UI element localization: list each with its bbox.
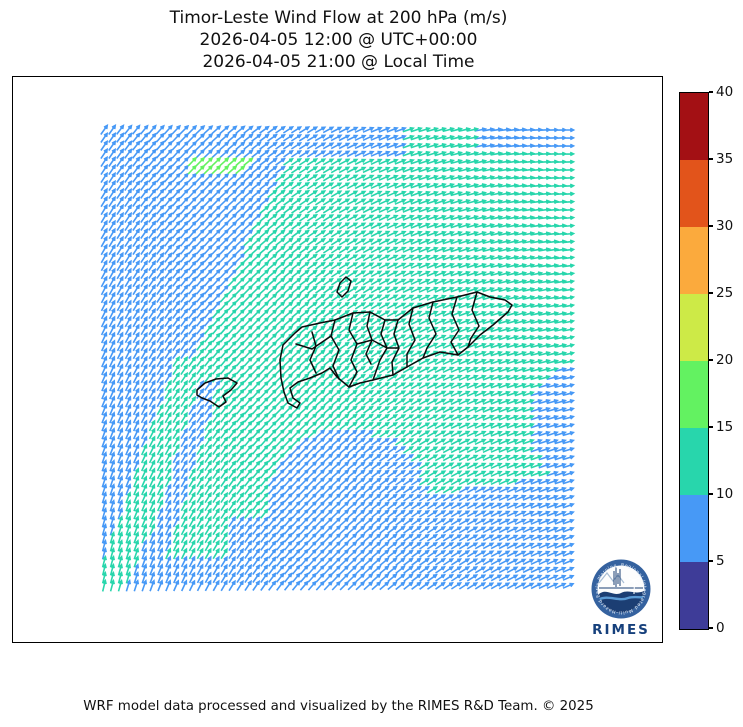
colorbar-tick [709,225,713,227]
colorbar-band [680,160,708,227]
title-line-1: Timor-Leste Wind Flow at 200 hPa (m/s) [169,8,508,28]
colorbar-tick-label: 0 [716,620,725,636]
colorbar [679,92,709,630]
colorbar-tick [709,91,713,93]
colorbar-tick [709,292,713,294]
colorbar-tick-label: 15 [716,419,734,435]
colorbar-tick [709,426,713,428]
colorbar-tick-label: 30 [716,218,734,234]
title-line-2: 2026-04-05 12:00 @ UTC+00:00 [199,30,478,50]
colorbar-tick-label: 35 [716,151,734,167]
colorbar-tick [709,627,713,629]
colorbar-tick [709,158,713,160]
colorbar-tick-label: 10 [716,486,734,502]
chart-title: Timor-Leste Wind Flow at 200 hPa (m/s) 2… [12,7,665,73]
colorbar-tick-label: 5 [716,553,725,569]
colorbar-tick [709,560,713,562]
colorbar-band [680,428,708,495]
colorbar-tick-label: 25 [716,285,734,301]
colorbar-tick [709,359,713,361]
plot-frame [12,76,663,643]
colorbar-band [680,495,708,562]
colorbar-tick-label: 20 [716,352,734,368]
title-line-3: 2026-04-05 21:00 @ Local Time [202,52,475,72]
colorbar-band [680,361,708,428]
colorbar-tick [709,493,713,495]
colorbar-band [680,227,708,294]
colorbar-band [680,562,708,629]
footer-credit: WRF model data processed and visualized … [83,699,594,714]
colorbar-tick-label: 40 [716,84,734,100]
colorbar-band [680,294,708,361]
colorbar-band [680,93,708,160]
